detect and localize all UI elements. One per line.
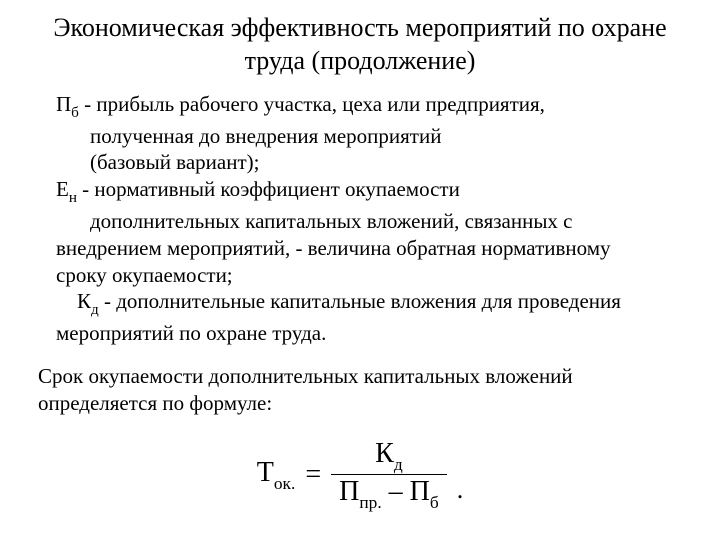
formula-T: Т (257, 457, 274, 488)
definitions-block: Пб - прибыль рабочего участка, цеха или … (30, 91, 690, 347)
payback-intro: Срок окупаемости дополнительных капиталь… (30, 363, 690, 417)
definition-kd: Кд - дополнительные капитальные вложения… (56, 288, 686, 320)
definition-en-cont2: сроку окупаемости; (56, 262, 686, 289)
symbol-kd-sub: д (91, 302, 99, 318)
slide: Экономическая эффективность мероприятий … (0, 0, 720, 540)
dash: - (79, 92, 97, 116)
symbol-pb-base: П (56, 92, 71, 116)
formula-lhs: Ток. (257, 457, 296, 493)
formula-denominator: Ппр. – Пб (331, 474, 447, 511)
symbol-kd: Кд (77, 289, 99, 313)
definition-kd-cont: мероприятий по охране труда. (56, 320, 686, 347)
minus-sign: – (382, 476, 410, 507)
formula-fraction: Кд Ппр. – Пб (331, 439, 447, 511)
equals-sign: = (305, 459, 321, 491)
symbol-pb-sub: б (71, 105, 79, 121)
formula-K-sub: д (394, 455, 403, 474)
symbol-en-sub: н (69, 190, 77, 206)
formula-container: Ток. = Кд Ппр. – Пб . (30, 439, 690, 511)
formula-numerator: Кд (365, 439, 413, 475)
payback-formula: Ток. = Кд Ппр. – Пб . (257, 439, 464, 511)
formula-P2-sub: б (430, 493, 439, 512)
slide-title: Экономическая эффективность мероприятий … (30, 12, 690, 77)
formula-P1-sub: пр. (359, 493, 381, 512)
definition-pb-line1: прибыль рабочего участка, цеха или предп… (96, 92, 545, 116)
definition-en-line1: нормативный коэффициент окупаемости (94, 177, 459, 201)
formula-K: К (375, 438, 394, 469)
formula-P1: П (339, 476, 359, 507)
definition-en: Ен - нормативный коэффициент окупаемости… (56, 176, 686, 234)
symbol-pb: Пб (56, 92, 79, 116)
definition-en-cont1: внедрением мероприятий, - величина обрат… (56, 235, 686, 262)
definition-pb: Пб - прибыль рабочего участка, цеха или … (56, 91, 686, 176)
symbol-en-base: Е (56, 177, 69, 201)
dash: - (99, 289, 117, 313)
definition-en-line2: дополнительных капитальных вложений, свя… (56, 208, 686, 235)
symbol-kd-base: К (77, 289, 91, 313)
definition-pb-line2: полученная до внедрения мероприятий (56, 123, 686, 150)
definition-kd-line1: дополнительные капитальные вложения для … (116, 289, 621, 313)
formula-period: . (457, 475, 464, 505)
symbol-en: Ен (56, 177, 77, 201)
dash: - (77, 177, 95, 201)
formula-T-sub: ок. (274, 474, 295, 493)
formula-P2: П (410, 476, 430, 507)
definition-pb-line3: (базовый вариант); (56, 149, 686, 176)
